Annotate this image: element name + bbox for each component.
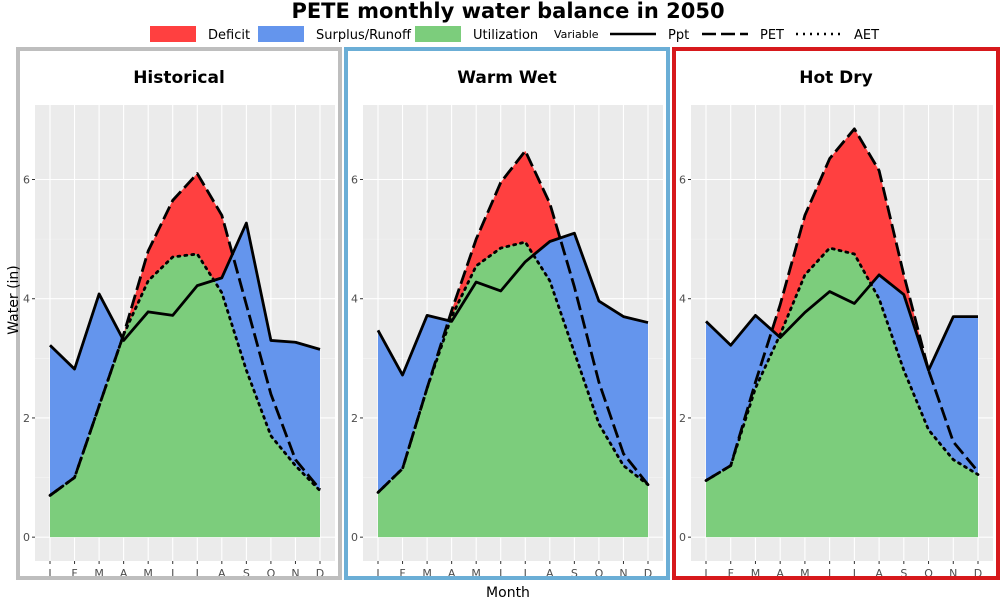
line-ppt (705, 273, 978, 372)
x-tick-label: N (619, 567, 627, 580)
x-tick-label: M (143, 567, 153, 580)
x-tick-label: A (120, 567, 128, 580)
x-tick-label: D (974, 567, 982, 580)
x-tick-label: O (595, 567, 604, 580)
area-utilization (50, 254, 320, 538)
panel-hot-dry: 0 2 4 6 J F M A M J J A S O N D Hot Dry (672, 47, 1000, 580)
x-tick-label: J (195, 567, 199, 580)
x-tick-label: D (644, 567, 652, 580)
y-tick-label: 2 (23, 412, 30, 425)
panel-border (672, 47, 1000, 580)
x-tick-label: A (776, 567, 784, 580)
x-axis-label: Month (486, 585, 530, 600)
x-tick-label: J (47, 567, 51, 580)
x-tick-label: M (471, 567, 481, 580)
line-pet (705, 127, 980, 482)
panel-title: Warm Wet (457, 68, 556, 88)
x-tick-label: M (751, 567, 761, 580)
x-tick-label: A (448, 567, 456, 580)
area-deficit-upper (50, 173, 320, 370)
panel-border (16, 47, 342, 580)
x-tick-label: F (399, 567, 405, 580)
line-ppt (49, 221, 321, 371)
x-tick-label: N (949, 567, 957, 580)
area-deficit-upper (378, 150, 648, 376)
x-tick-label: M (94, 567, 104, 580)
panel-warm-wet: 0 2 4 6 J F M A M J J A S O N D Warm Wet (344, 47, 670, 580)
legend-label-aet: AET (854, 28, 879, 43)
legend-label-surplus-runoff: Surplus/Runoff (316, 28, 412, 43)
panel-border (344, 47, 670, 580)
x-tick-label: O (924, 567, 933, 580)
y-tick-label: 4 (679, 293, 686, 306)
line-pet (49, 172, 322, 497)
panel-title: Hot Dry (799, 68, 873, 88)
area-utilization (706, 248, 978, 538)
area-utilization (378, 242, 648, 538)
y-tick-label: 0 (679, 531, 686, 544)
line-ppt (376, 231, 649, 377)
x-tick-label: A (546, 567, 554, 580)
x-tick-label: J (170, 567, 174, 580)
line-aet (376, 240, 650, 494)
y-axis-label: Water (in) (6, 265, 22, 335)
y-tick-label: 4 (23, 293, 30, 306)
legend-key-surplus-runoff (258, 26, 304, 42)
x-tick-label: M (800, 567, 810, 580)
x-tick-label: M (422, 567, 432, 580)
x-tick-label: S (571, 567, 578, 580)
area-deficit-upper (706, 128, 978, 371)
panel-historical: 0 2 4 6 J F M A M J J A S O N D Historical (16, 47, 342, 580)
legend-title: Variable (554, 28, 599, 41)
x-tick-label: D (316, 567, 324, 580)
line-aet (704, 246, 980, 482)
x-tick-label: A (875, 567, 883, 580)
legend-label-deficit: Deficit (208, 28, 250, 43)
area-surplus-runoff-upper (50, 223, 320, 496)
legend-key-utilization (415, 26, 461, 42)
x-tick-label: J (852, 567, 856, 580)
x-tick-label: F (71, 567, 77, 580)
y-tick-label: 2 (679, 412, 686, 425)
y-tick-label: 2 (351, 412, 358, 425)
y-tick-label: 0 (23, 531, 30, 544)
x-tick-label: J (703, 567, 707, 580)
legend-key-deficit (150, 26, 196, 42)
x-tick-label: J (827, 567, 831, 580)
legend-label-ppt: Ppt (668, 28, 689, 43)
x-tick-label: O (267, 567, 276, 580)
y-tick-label: 6 (23, 174, 30, 187)
y-tick-label: 4 (351, 293, 358, 306)
x-tick-label: J (523, 567, 527, 580)
legend-label-utilization: Utilization (473, 28, 538, 43)
line-aet (48, 252, 322, 497)
panel-title: Historical (133, 68, 225, 88)
legend: Deficit Surplus/Runoff Utilization Variable… (150, 26, 879, 43)
x-tick-label: F (728, 567, 734, 580)
y-tick-label: 6 (351, 174, 358, 187)
x-tick-label: J (498, 567, 502, 580)
x-tick-label: J (375, 567, 379, 580)
area-surplus-runoff-upper (378, 233, 648, 493)
x-tick-label: S (243, 567, 250, 580)
y-tick-label: 6 (679, 174, 686, 187)
chart-title: PETE monthly water balance in 2050 (291, 0, 724, 23)
x-tick-label: A (218, 567, 226, 580)
x-tick-label: N (291, 567, 299, 580)
y-tick-label: 0 (351, 531, 358, 544)
legend-label-pet: PET (760, 28, 784, 43)
facet-panels: 0 2 4 6 J F M A M J J A S O N D Historical 0 2 4 6 J F M A M J J A S O… (16, 47, 1000, 580)
x-tick-label: S (900, 567, 907, 580)
